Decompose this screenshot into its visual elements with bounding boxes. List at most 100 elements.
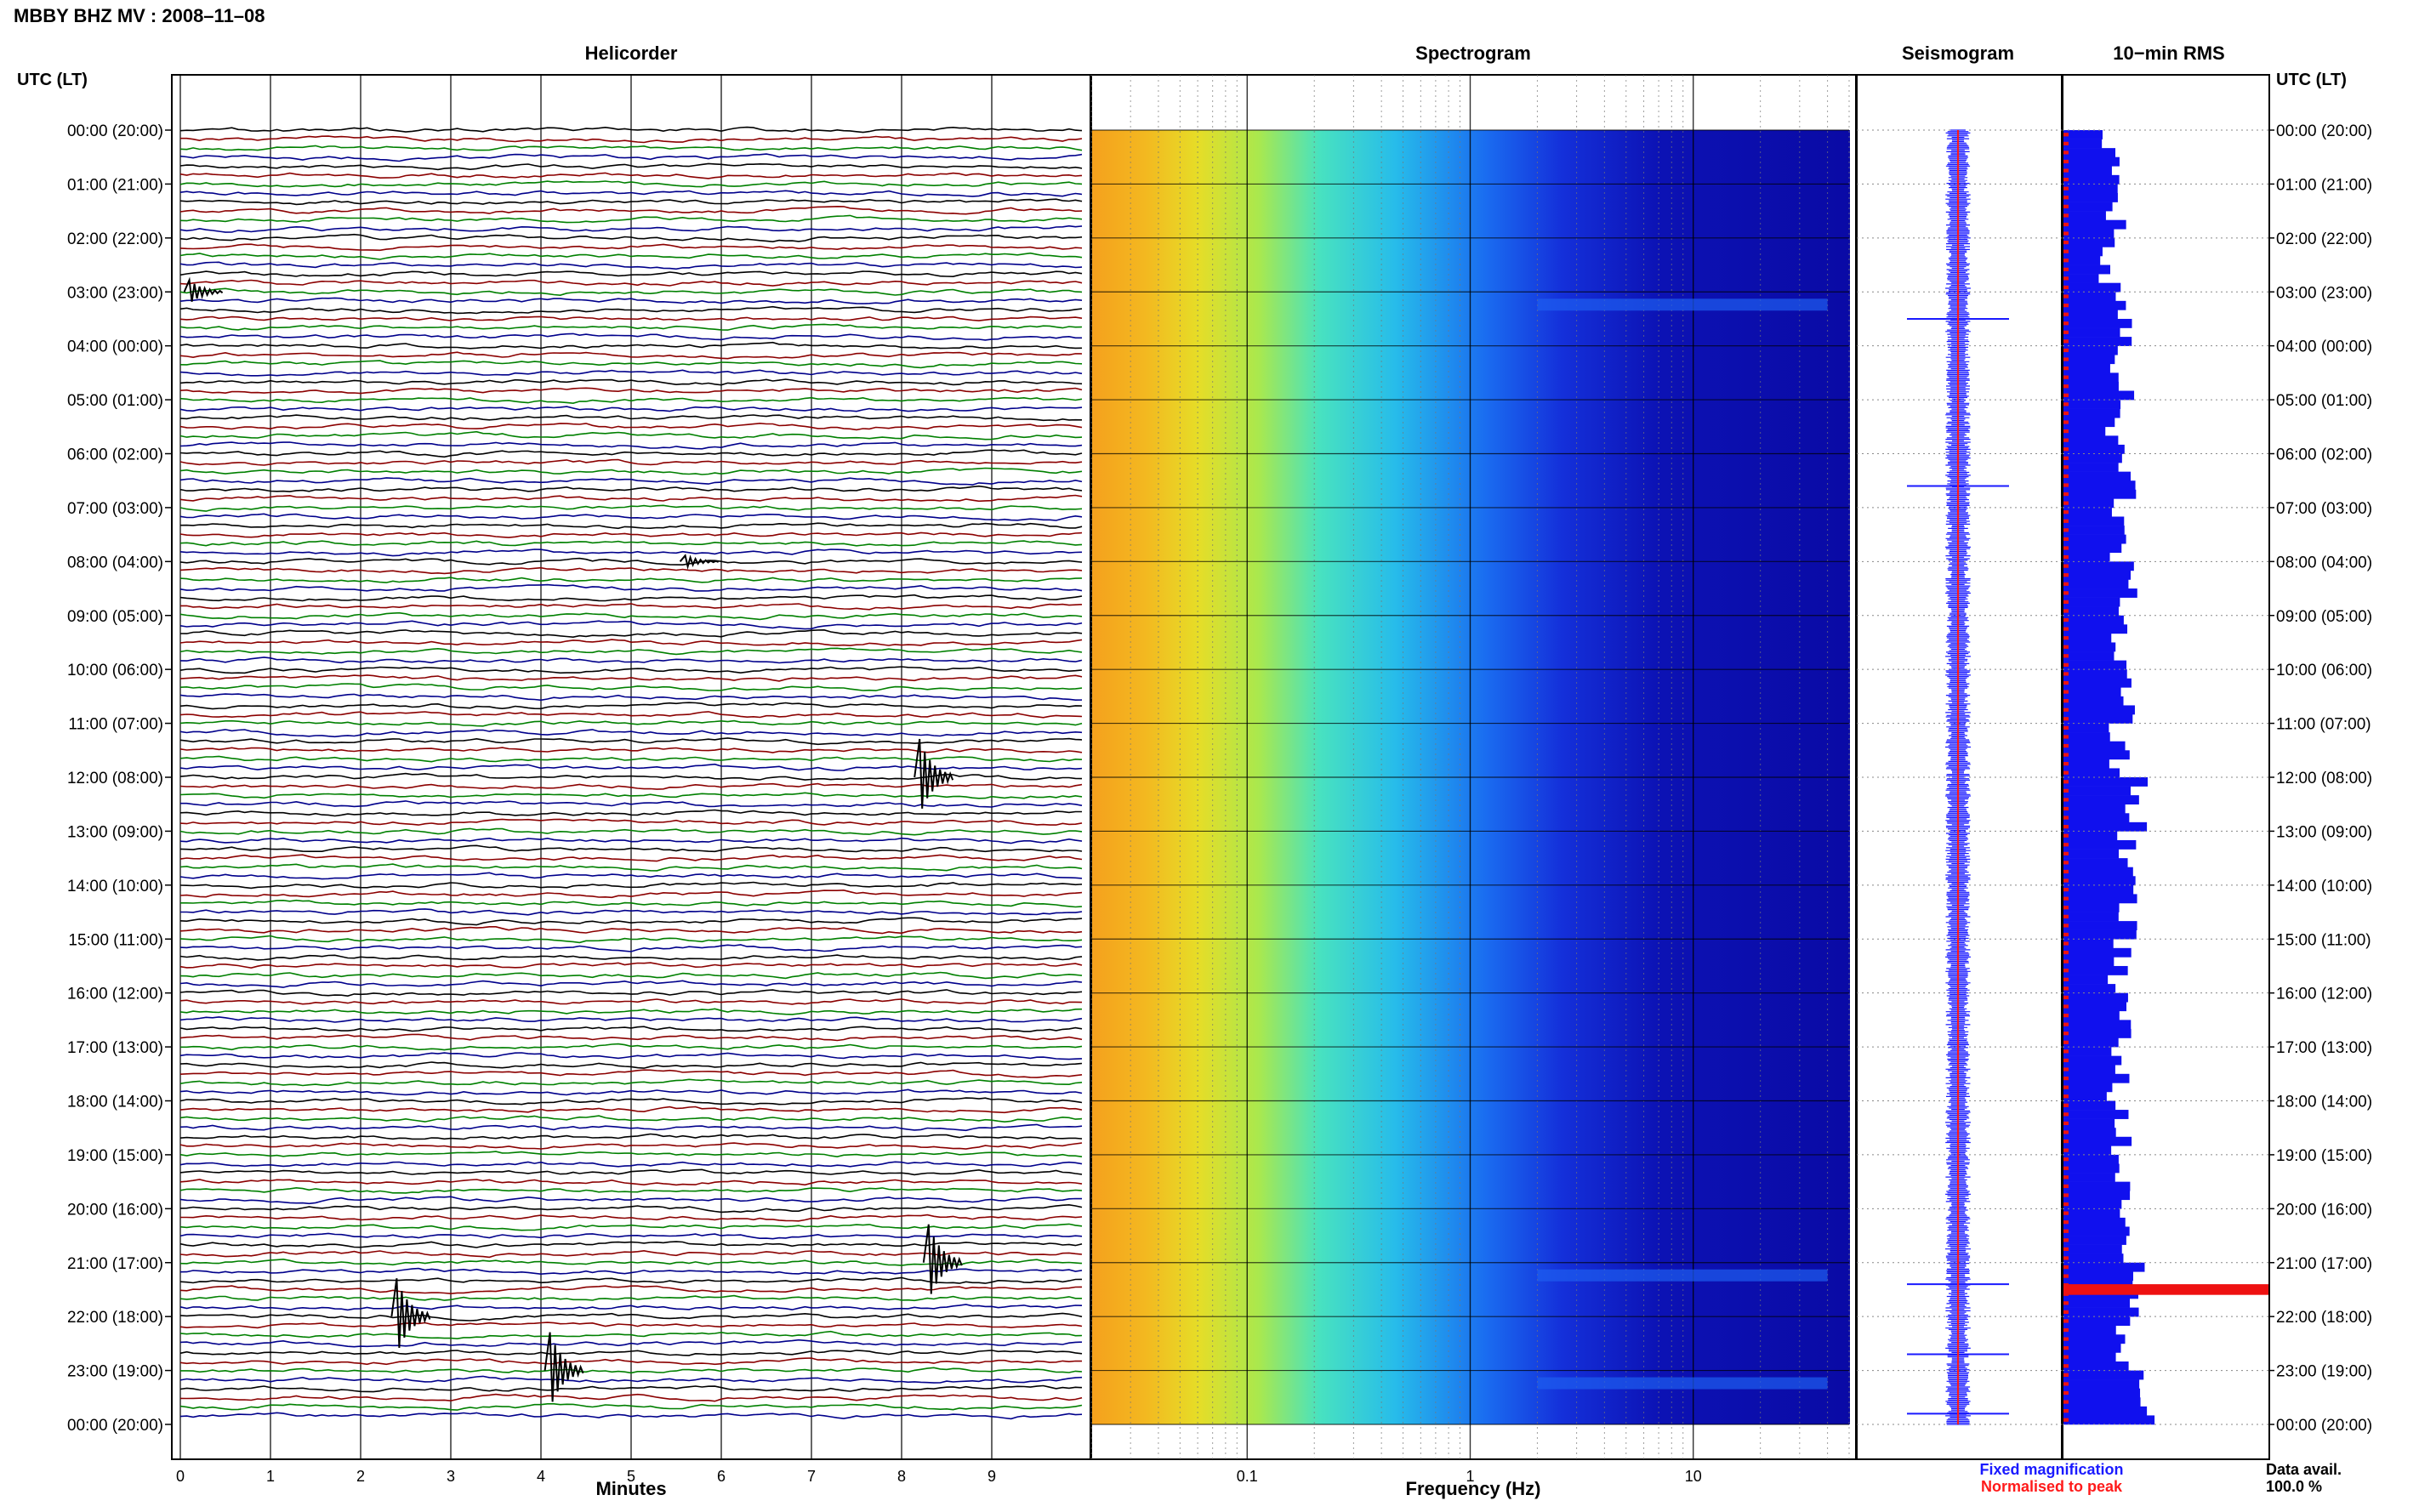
helicorder-trace	[179, 917, 1083, 926]
helicorder-trace	[179, 531, 1083, 538]
helicorder-trace	[179, 172, 1083, 179]
rms-bar	[2063, 1307, 2139, 1317]
rms-bar	[2063, 516, 2125, 526]
time-label-left: 18:00 (14:00)	[67, 1094, 163, 1111]
rms-bar	[2063, 732, 2110, 742]
rms-bar	[2063, 696, 2124, 706]
rms-marker	[2063, 1076, 2069, 1081]
helicorder-trace	[179, 1026, 1083, 1032]
helicorder-trace	[179, 1384, 1083, 1393]
helicorder-trace	[179, 998, 1083, 1005]
rms-marker	[2063, 546, 2069, 550]
helicorder-trace	[179, 971, 1083, 980]
seismogram-panel	[1856, 74, 2063, 1460]
rms-bar	[2063, 156, 2120, 167]
helicorder-trace	[179, 1339, 1083, 1348]
rms-marker	[2063, 1202, 2069, 1207]
rms-marker	[2063, 1373, 2069, 1377]
time-label-right: 14:00 (10:00)	[2276, 878, 2372, 895]
helicorder-trace	[179, 1106, 1083, 1114]
rms-bar	[2063, 426, 2106, 436]
rms-bar	[2063, 588, 2137, 598]
helicorder-trace	[179, 270, 1083, 278]
time-label-left: 14:00 (10:00)	[67, 878, 163, 895]
rms-bar	[2063, 408, 2120, 418]
helicorder-xtick-label: 9	[988, 1468, 996, 1485]
rms-bar	[2063, 1100, 2116, 1111]
helicorder-trace	[179, 323, 1083, 331]
helicorder-trace	[179, 1168, 1083, 1176]
helicorder-trace	[179, 522, 1083, 530]
helicorder-trace	[179, 747, 1083, 753]
rms-marker	[2063, 411, 2069, 416]
rms-marker	[2063, 375, 2069, 379]
rms-bar	[2063, 606, 2119, 617]
time-label-left: 15:00 (11:00)	[68, 931, 163, 949]
rms-marker	[2063, 896, 2069, 901]
rms-marker	[2063, 384, 2069, 389]
helicorder-trace	[179, 628, 1083, 639]
helicorder-trace	[179, 430, 1083, 441]
helicorder-trace	[179, 1312, 1083, 1322]
time-label-left: 11:00 (07:00)	[68, 716, 163, 734]
rms-marker	[2063, 1112, 2069, 1117]
rms-bar	[2063, 1083, 2113, 1093]
helicorder-trace	[179, 214, 1083, 224]
helicorder-trace	[179, 989, 1083, 998]
time-label-left: 05:00 (01:00)	[67, 392, 163, 410]
rms-marker	[2063, 186, 2069, 190]
helicorder-xtick-label: 0	[176, 1468, 185, 1485]
rms-bar	[2063, 678, 2132, 688]
rms-bar	[2063, 651, 2114, 661]
time-label-left: 23:00 (19:00)	[67, 1363, 163, 1381]
rms-marker	[2063, 995, 2069, 1000]
time-label-right: 04:00 (00:00)	[2276, 338, 2372, 356]
rms-marker	[2063, 690, 2069, 694]
time-label-right: 00:00 (20:00)	[2276, 122, 2372, 140]
rms-bar	[2063, 1065, 2115, 1075]
rms-marker	[2063, 357, 2069, 361]
rms-marker	[2063, 977, 2069, 981]
time-label-left: 20:00 (16:00)	[67, 1201, 163, 1219]
helicorder-trace	[179, 126, 1083, 134]
helicorder-trace	[179, 1089, 1083, 1096]
rms-marker	[2063, 204, 2069, 208]
helicorder-trace	[179, 333, 1082, 341]
helicorder-trace	[179, 1151, 1083, 1158]
rms-bar	[2063, 337, 2132, 346]
rms-marker	[2063, 519, 2069, 523]
rms-bar	[2063, 390, 2135, 401]
rms-bar	[2063, 255, 2101, 265]
helicorder-trace	[179, 540, 1083, 547]
rms-bar	[2063, 975, 2109, 985]
rms-bar	[2063, 148, 2116, 158]
rms-marker	[2063, 1211, 2069, 1215]
rms-marker	[2063, 420, 2069, 424]
rms-bar	[2063, 300, 2126, 310]
rms-marker	[2063, 780, 2069, 784]
rms-bar	[2063, 444, 2125, 454]
rms-marker	[2063, 1274, 2069, 1278]
rms-bar	[2063, 839, 2137, 850]
rms-marker	[2063, 617, 2069, 622]
spectrogram-panel: 0.1 1 10	[1090, 74, 1857, 1485]
rms-bar	[2063, 984, 2116, 993]
rms-bar	[2063, 723, 2109, 733]
rms-bar	[2063, 597, 2120, 607]
rms-marker	[2063, 825, 2069, 829]
helicorder-trace	[179, 792, 1083, 799]
rms-panel	[2062, 74, 2270, 1460]
rms-marker	[2063, 753, 2069, 757]
rms-bar	[2063, 130, 2103, 139]
helicorder-trace	[179, 1133, 1083, 1140]
rms-bar	[2063, 1415, 2155, 1425]
time-label-left: 16:00 (12:00)	[67, 986, 163, 1003]
time-label-right: 23:00 (19:00)	[2276, 1363, 2372, 1381]
rms-bar	[2063, 795, 2139, 805]
rms-bar	[2063, 264, 2110, 275]
rms-marker	[2063, 456, 2069, 460]
rms-marker	[2063, 267, 2069, 271]
rms-marker	[2063, 788, 2069, 793]
rms-bar	[2063, 480, 2136, 491]
rms-marker	[2063, 402, 2069, 406]
